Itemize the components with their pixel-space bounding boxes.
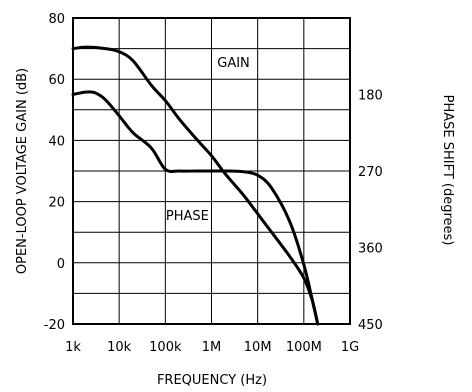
- tick-labels: 1k 10k 100k 1M 10M 100M 1G 80 60 40 20 0 -20 180 270 36…: [44, 12, 383, 355]
- plot-frame: [72, 17, 351, 325]
- y-axis-title: OPEN-LOOP VOLTAGE GAIN (dB): [15, 68, 30, 274]
- x-tick-label: 1k: [65, 340, 81, 355]
- y2-tick-label: 360: [358, 242, 383, 257]
- annotation-gain: GAIN: [217, 56, 250, 71]
- annotation-phase: PHASE: [166, 209, 209, 224]
- series-line-gain: [71, 45, 320, 326]
- x-tick-label: 1M: [202, 340, 222, 355]
- y2-axis-title: PHASE SHIFT (degrees): [440, 95, 455, 246]
- x-axis-title: FREQUENCY (Hz): [157, 373, 267, 388]
- x-tick-label: 10M: [244, 340, 272, 355]
- y-tick-label: 80: [48, 12, 65, 27]
- x-tick-label: 100k: [149, 340, 182, 355]
- y-tick-label: 60: [48, 73, 65, 88]
- y2-tick-label: 180: [358, 89, 383, 104]
- grid: [73, 18, 350, 324]
- x-tick-label: 10k: [107, 340, 132, 355]
- y2-tick-label: 450: [358, 318, 383, 333]
- series-layer: [71, 45, 320, 326]
- series-line-phase: [71, 90, 320, 326]
- x-tick-label: 1G: [341, 340, 359, 355]
- x-tick-label: 100M: [286, 340, 322, 355]
- y-tick-label: 0: [57, 257, 65, 272]
- y2-tick-label: 270: [358, 165, 383, 180]
- y-tick-label: 20: [48, 196, 65, 211]
- y-tick-label: 40: [48, 134, 65, 149]
- annotations: GAIN PHASE: [166, 56, 250, 224]
- y-tick-label: -20: [44, 318, 65, 333]
